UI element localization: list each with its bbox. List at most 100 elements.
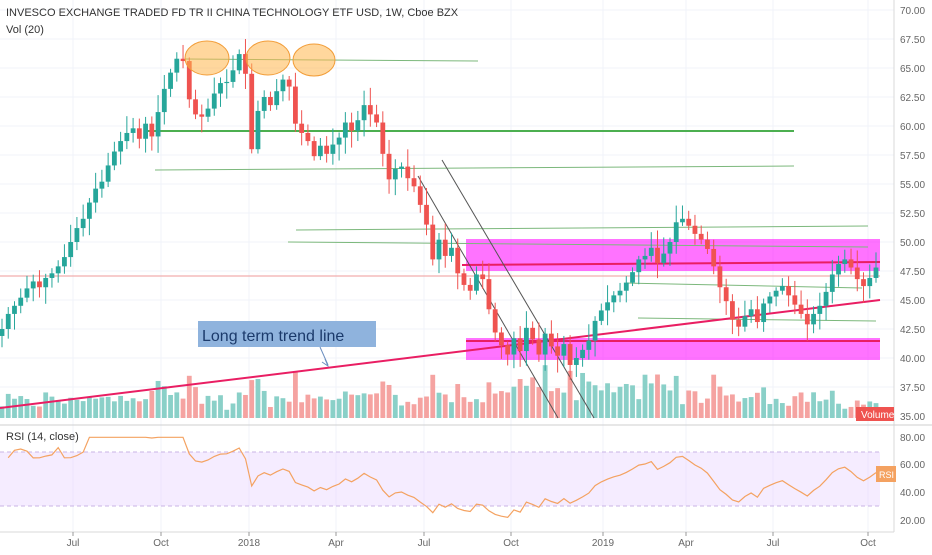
volume-bar — [567, 370, 573, 418]
rsi-band — [0, 452, 880, 506]
rsi-label: RSI (14, close) — [6, 431, 79, 443]
price-tick-label: 35.00 — [900, 412, 925, 423]
volume-bar — [93, 398, 99, 418]
candle-body — [49, 273, 55, 278]
volume-bar — [111, 401, 117, 418]
volume-bar — [161, 386, 167, 418]
volume-bar — [405, 401, 411, 418]
price-tick-label: 70.00 — [900, 6, 925, 17]
volume-bar — [636, 399, 642, 418]
candle-body — [736, 319, 742, 327]
candle-body — [617, 290, 623, 296]
volume-bar — [424, 396, 429, 418]
candle-body — [567, 344, 573, 365]
volume-bar — [836, 403, 841, 418]
channel-line-2 — [441, 159, 595, 419]
candle-body — [754, 309, 760, 323]
volume-bar — [573, 400, 579, 418]
volume-bar — [180, 398, 186, 418]
volume-bar — [605, 383, 610, 418]
volume-bar — [168, 394, 173, 418]
volume-bar — [773, 398, 779, 418]
candle-body — [392, 168, 398, 180]
price-tick-label: 42.50 — [900, 325, 925, 336]
candle-body — [517, 338, 523, 352]
candle-body — [105, 165, 111, 182]
volume-bar — [236, 392, 242, 418]
candle-body — [499, 332, 504, 346]
candle-body — [436, 239, 442, 260]
volume-bar — [767, 404, 773, 418]
volume-bar — [37, 406, 42, 418]
volume-bar — [374, 393, 379, 418]
volume-bar — [655, 374, 660, 418]
time-tick-label: Jul — [767, 538, 780, 549]
candle-body — [761, 303, 767, 323]
volume-bar — [842, 408, 848, 418]
volume-bar — [754, 392, 760, 418]
volume-bar — [280, 398, 286, 418]
candle-body — [249, 73, 255, 150]
candle-body — [411, 178, 417, 187]
candle-body — [361, 105, 367, 121]
volume-bar — [330, 400, 336, 418]
time-tick-label: Apr — [678, 538, 694, 549]
volume-bar — [367, 394, 373, 418]
candle-body — [243, 54, 248, 74]
volume-bar — [436, 392, 442, 418]
candle-body — [686, 218, 692, 226]
volume-bar — [673, 375, 679, 418]
volume-bar — [467, 401, 473, 418]
candle-body — [730, 301, 735, 320]
price-tick-label: 57.50 — [900, 151, 925, 162]
candle-body — [705, 239, 710, 249]
volume-indicator-label: Vol (20) — [6, 24, 44, 36]
volume-bar — [617, 386, 623, 418]
candle-body — [155, 112, 161, 137]
volume-bar — [105, 396, 111, 418]
volume-bar — [505, 392, 511, 418]
volume-bar — [692, 391, 698, 418]
candle-body — [642, 255, 648, 260]
volume-bar — [698, 402, 704, 418]
volume-bar — [461, 397, 467, 418]
candle-body — [380, 122, 386, 154]
candle-body — [561, 344, 567, 356]
volume-bar — [155, 380, 161, 418]
volume-bar — [517, 379, 523, 418]
volume-bar — [798, 392, 804, 418]
candle-body — [811, 313, 816, 325]
candle-body — [68, 242, 74, 258]
rsi-tick-60: 60.00 — [900, 460, 925, 471]
candle-body — [636, 259, 642, 273]
volume-bar — [317, 396, 323, 418]
volume-bar — [680, 404, 685, 418]
time-tick-label: Oct — [503, 538, 519, 549]
volume-bar — [62, 403, 67, 418]
candle-body — [792, 295, 798, 305]
candle-body — [211, 93, 217, 109]
volume-bar — [417, 397, 423, 418]
candle-body — [286, 79, 292, 87]
candle-body — [667, 242, 673, 254]
price-tick-label: 65.00 — [900, 64, 925, 75]
candle-body — [655, 247, 660, 263]
time-tick-label: Oct — [153, 538, 169, 549]
volume-bar — [430, 374, 436, 418]
volume-badge: Volume — [861, 410, 895, 421]
candle-body — [861, 279, 866, 287]
candle-body — [505, 345, 511, 355]
candle-body — [661, 253, 667, 263]
time-tick-label: 2019 — [592, 538, 615, 549]
rsi-tick-40: 40.00 — [900, 488, 925, 499]
candle-body — [168, 72, 173, 89]
candle-body — [817, 305, 823, 314]
candle-body — [18, 297, 24, 306]
price-tick-label: 45.00 — [900, 296, 925, 307]
candle-body — [798, 304, 804, 314]
candle-body — [555, 346, 561, 356]
candle-body — [118, 141, 124, 152]
candle-body — [55, 266, 61, 274]
